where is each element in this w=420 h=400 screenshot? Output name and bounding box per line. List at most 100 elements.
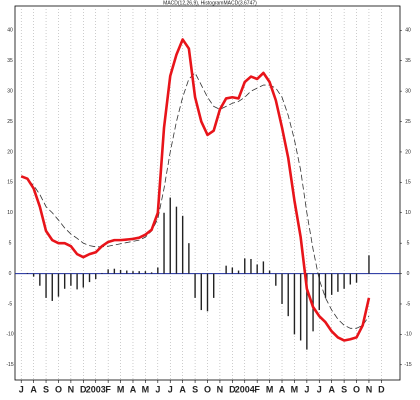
y-tick-label-right: 15 [405, 180, 411, 186]
histogram-bar [275, 273, 277, 286]
histogram-bar [175, 206, 178, 274]
y-tick-label-right: -15 [404, 362, 411, 368]
histogram-bar [281, 273, 283, 304]
chart-title: MACD(12,26,9), HistogramMACD(3.6747) [163, 0, 257, 6]
histogram-bar [337, 273, 339, 292]
histogram-bar [244, 258, 246, 274]
histogram-bar [318, 273, 320, 311]
x-tick-label: M [117, 384, 125, 394]
histogram-bar [330, 273, 333, 295]
x-tick-label: A [279, 384, 286, 394]
histogram-bar [181, 215, 184, 274]
x-tick-label: F [105, 384, 111, 394]
line-1 [21, 72, 370, 329]
x-tick-label: 2003 [86, 384, 106, 394]
y-tick-label: -15 [6, 362, 13, 368]
y-tick-label: 20 [7, 149, 13, 155]
x-tick-label: A [328, 384, 335, 394]
x-tick-label: J [168, 384, 173, 394]
y-tick-label-right: 20 [405, 149, 411, 155]
y-tick-label: 10 [7, 210, 13, 216]
x-tick-label: A [30, 384, 37, 394]
x-tick-label: S [192, 384, 198, 394]
x-tick-label: D [378, 384, 385, 394]
y-tick-label: 0 [9, 271, 12, 277]
histogram-bar [82, 273, 85, 288]
histogram-bar [343, 273, 345, 289]
histogram-bar [150, 272, 153, 274]
y-tick-label-right: -5 [406, 301, 411, 307]
histogram-bar [262, 261, 265, 274]
histogram-bar [138, 271, 140, 274]
y-tick-label-right: 10 [405, 210, 411, 216]
histogram-bar [169, 197, 171, 274]
y-tick-label: 5 [9, 240, 12, 246]
histogram-bar [237, 270, 240, 274]
histogram-bar [349, 273, 352, 285]
x-tick-label: M [142, 384, 150, 394]
histogram-bar [101, 272, 103, 274]
histogram-bar [213, 273, 215, 298]
x-tick-label: D [229, 384, 236, 394]
histogram-bar [256, 264, 258, 274]
histogram-bar [293, 273, 296, 335]
histogram-bar [355, 273, 358, 283]
histogram-bar [200, 273, 202, 311]
x-tick-label: N [217, 384, 224, 394]
histogram-bar [113, 268, 116, 274]
y-tick-label-right: 40 [405, 28, 411, 34]
histogram-bar [306, 273, 308, 350]
histogram-bar [39, 273, 41, 286]
y-tick-label-right: 35 [405, 58, 411, 64]
x-tick-label: F [254, 384, 260, 394]
histogram-bar [32, 273, 35, 277]
y-tick-label: 40 [7, 28, 13, 34]
histogram-bar [157, 267, 159, 274]
histogram-bar [26, 272, 29, 274]
x-tick-label: O [204, 384, 211, 394]
histogram-bar [268, 270, 271, 274]
histogram-bar [144, 271, 147, 274]
x-tick-label: D [80, 384, 87, 394]
y-tick-label: -5 [8, 301, 13, 307]
histogram-bar [107, 269, 109, 274]
x-tick-label: 2004 [235, 384, 255, 394]
x-tick-label: M [266, 384, 274, 394]
histogram-bar [51, 273, 53, 301]
histogram-bar [368, 255, 370, 274]
histogram-bar [225, 265, 227, 274]
histogram-bar [287, 273, 289, 317]
histogram-bar [63, 273, 66, 289]
x-tick-label: J [155, 384, 160, 394]
histogram-bar [57, 273, 60, 297]
x-tick-label: J [19, 384, 24, 394]
y-tick-label-right: 30 [405, 88, 411, 94]
y-tick-label: 15 [7, 180, 13, 186]
x-tick-label: N [68, 384, 75, 394]
histogram-bar [312, 273, 314, 332]
histogram-bar [70, 273, 72, 286]
y-tick-label-right: 0 [407, 271, 410, 277]
histogram-bar [95, 273, 97, 280]
x-tick-label: A [130, 384, 137, 394]
histogram-bar [45, 273, 47, 298]
x-tick-label: O [353, 384, 360, 394]
x-tick-label: N [366, 384, 373, 394]
x-tick-label: A [179, 384, 186, 394]
histogram-bar [250, 258, 252, 274]
histogram-bar [231, 267, 234, 274]
histogram-bar [132, 271, 134, 274]
line-0 [20, 38, 371, 342]
y-tick-label: 35 [7, 58, 13, 64]
histogram-bar [88, 273, 91, 283]
histogram-bar [299, 273, 302, 341]
y-tick-label-right: 5 [407, 240, 410, 246]
histogram-bar [119, 269, 122, 274]
histogram-bar [188, 243, 190, 274]
y-tick-label: -10 [6, 332, 13, 338]
x-tick-label: J [304, 384, 309, 394]
y-tick-label-right: -10 [404, 332, 411, 338]
histogram-bar [126, 270, 128, 274]
histogram-bar [324, 273, 327, 298]
